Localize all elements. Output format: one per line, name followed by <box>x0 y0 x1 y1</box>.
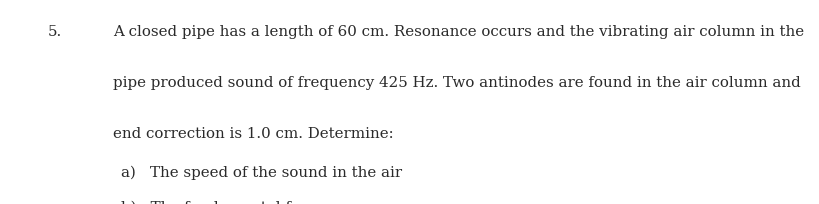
Text: 5.: 5. <box>48 24 61 38</box>
Text: b)   The fundamental frequency: b) The fundamental frequency <box>121 200 362 204</box>
Text: a)   The speed of the sound in the air: a) The speed of the sound in the air <box>121 165 402 180</box>
Text: end correction is 1.0 cm. Determine:: end correction is 1.0 cm. Determine: <box>113 126 393 140</box>
Text: A closed pipe has a length of 60 cm. Resonance occurs and the vibrating air colu: A closed pipe has a length of 60 cm. Res… <box>113 24 803 38</box>
Text: pipe produced sound of frequency 425 Hz. Two antinodes are found in the air colu: pipe produced sound of frequency 425 Hz.… <box>113 75 800 89</box>
